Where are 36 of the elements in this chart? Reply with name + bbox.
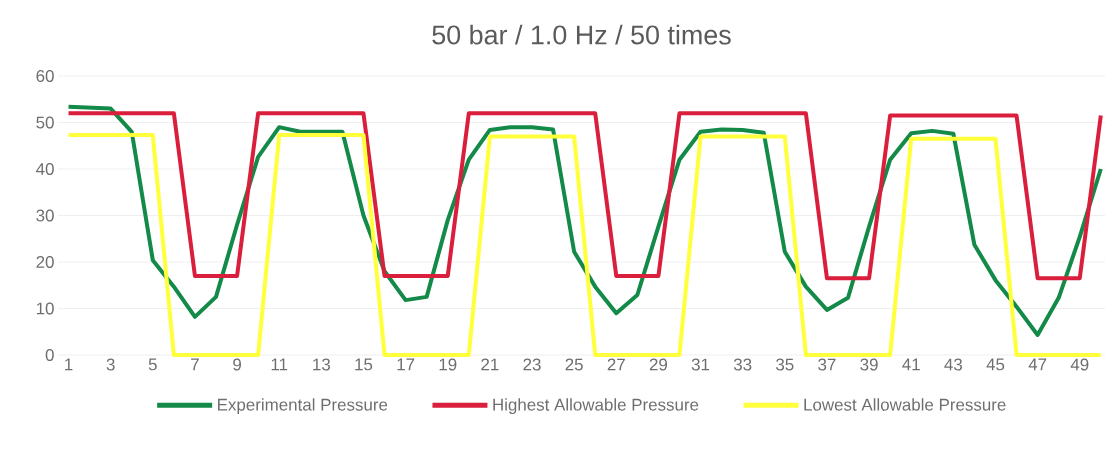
y-tick-label: 0	[45, 349, 54, 361]
legend-label: Experimental Pressure	[218, 398, 388, 415]
y-tick-label: 40	[36, 163, 54, 175]
x-tick-label: 29	[649, 358, 668, 371]
x-tick-label: 37	[818, 358, 836, 371]
y-tick-label: 20	[36, 256, 54, 268]
legend-label: Highest Allowable Pressure	[493, 398, 699, 415]
x-tick-label: 45	[986, 358, 1005, 371]
x-tick-label: 39	[860, 358, 878, 371]
x-tick-label: 19	[439, 358, 457, 371]
x-tick-label: 7	[191, 358, 199, 371]
x-tick-label: 15	[355, 358, 373, 371]
y-tick-label: 50	[36, 116, 54, 129]
x-tick-label: 31	[691, 358, 710, 371]
x-tick-label: 27	[607, 358, 625, 371]
y-tick-label: 30	[36, 209, 54, 222]
x-tick-label: 25	[565, 358, 583, 371]
x-tick-label: 23	[523, 358, 541, 371]
x-tick-label: 35	[776, 358, 794, 371]
chart-title: 50 bar / 1.0 Hz / 50 times	[432, 24, 731, 45]
x-tick-label: 33	[733, 358, 752, 371]
x-tick-label: 3	[106, 358, 115, 371]
x-tick-label: 1	[65, 358, 73, 371]
legend-label: Lowest Allowable Pressure	[804, 398, 1006, 411]
x-tick-label: 17	[397, 358, 415, 371]
x-tick-label: 49	[1070, 358, 1089, 371]
x-tick-label: 11	[271, 358, 288, 371]
x-tick-label: 43	[944, 358, 963, 371]
x-tick-label: 21	[481, 358, 499, 371]
x-tick-label: 41	[902, 358, 920, 371]
y-tick-label: 60	[36, 70, 54, 82]
x-tick-label: 13	[313, 358, 331, 371]
y-tick-label: 10	[36, 302, 54, 315]
x-tick-label: 9	[233, 358, 241, 371]
x-tick-label: 5	[148, 358, 157, 371]
x-tick-label: 47	[1028, 358, 1047, 371]
